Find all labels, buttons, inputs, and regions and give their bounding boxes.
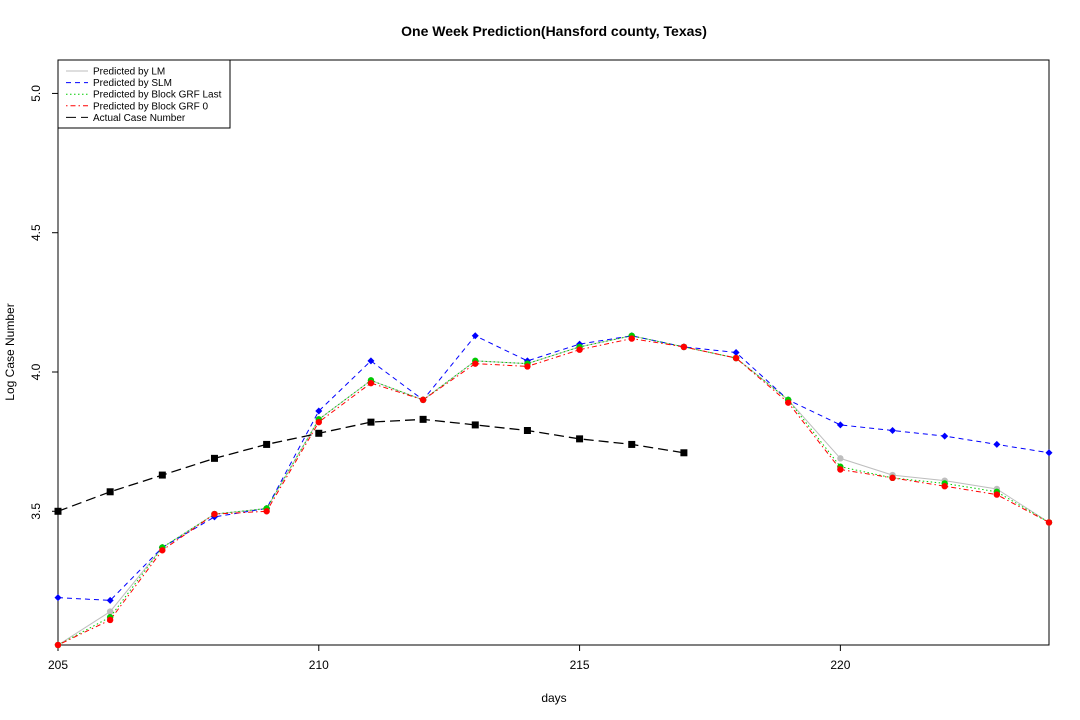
data-point	[106, 596, 114, 604]
series-4	[54, 335, 1053, 649]
y-tick-label: 3.5	[29, 503, 43, 520]
data-point	[889, 474, 896, 482]
data-point	[732, 349, 740, 356]
data-point	[419, 396, 427, 404]
chart-title: One Week Prediction(Hansford county, Tex…	[401, 23, 707, 39]
data-point	[837, 466, 844, 473]
data-point	[628, 440, 636, 448]
legend-label: Predicted by Block GRF Last	[93, 90, 222, 101]
series-line	[57, 335, 1050, 646]
data-point	[471, 421, 479, 429]
data-point	[1045, 449, 1053, 457]
data-point	[732, 354, 740, 362]
x-axis-label: days	[541, 691, 566, 705]
data-point	[628, 335, 635, 342]
data-point	[315, 418, 322, 426]
series-3	[54, 332, 1053, 649]
data-point	[889, 427, 897, 434]
data-point	[263, 508, 270, 515]
legend-label: Predicted by Block GRF 0	[93, 101, 208, 112]
y-tick-label: 5.0	[29, 85, 43, 102]
data-point	[315, 429, 323, 437]
data-point	[785, 399, 792, 406]
data-point	[836, 421, 844, 429]
data-point	[576, 346, 583, 353]
data-point	[524, 363, 531, 370]
series-1	[54, 332, 1053, 649]
y-tick-label: 4.5	[29, 224, 43, 241]
series-2	[54, 332, 1053, 604]
data-point	[106, 608, 114, 615]
data-point	[159, 547, 166, 554]
data-point	[54, 594, 62, 602]
data-point	[1045, 519, 1053, 526]
series-line	[57, 418, 685, 512]
data-point	[680, 449, 688, 457]
series-line	[57, 338, 1050, 646]
x-axis: 205 210 215 220	[48, 645, 851, 672]
data-point	[263, 440, 271, 448]
x-tick-label: 215	[570, 658, 590, 672]
series-line	[57, 335, 1050, 601]
data-point	[54, 641, 62, 649]
y-axis-label: Log Case Number	[3, 303, 17, 400]
data-point	[367, 418, 375, 426]
legend-label: Predicted by LM	[93, 67, 165, 78]
data-point	[54, 507, 62, 515]
data-point	[367, 379, 375, 387]
data-point	[941, 483, 948, 490]
data-point	[106, 616, 114, 624]
data-point	[367, 357, 375, 365]
x-tick-label: 205	[48, 658, 68, 672]
data-point	[576, 435, 584, 443]
data-point	[210, 454, 218, 462]
data-point	[211, 510, 218, 518]
data-point	[471, 332, 479, 340]
plot-frame	[57, 59, 1050, 646]
data-point	[993, 440, 1001, 448]
data-point	[472, 360, 479, 367]
data-point	[315, 407, 323, 415]
data-point	[419, 415, 427, 423]
data-point	[837, 455, 844, 462]
x-tick-label: 210	[309, 658, 329, 672]
legend-label: Actual Case Number	[93, 113, 186, 124]
data-point	[523, 427, 531, 434]
series-layer	[54, 332, 1053, 649]
y-tick-label: 4.0	[29, 363, 43, 380]
x-tick-label: 220	[830, 658, 850, 672]
data-point	[993, 491, 1001, 498]
data-point	[941, 432, 949, 440]
data-point	[680, 343, 688, 351]
series-5	[54, 415, 688, 515]
data-point	[158, 471, 166, 479]
y-axis: 3.5 4.0 4.5 5.0	[29, 85, 58, 520]
legend-label: Predicted by SLM	[93, 78, 172, 89]
series-line	[57, 335, 1050, 646]
data-point	[106, 488, 114, 496]
